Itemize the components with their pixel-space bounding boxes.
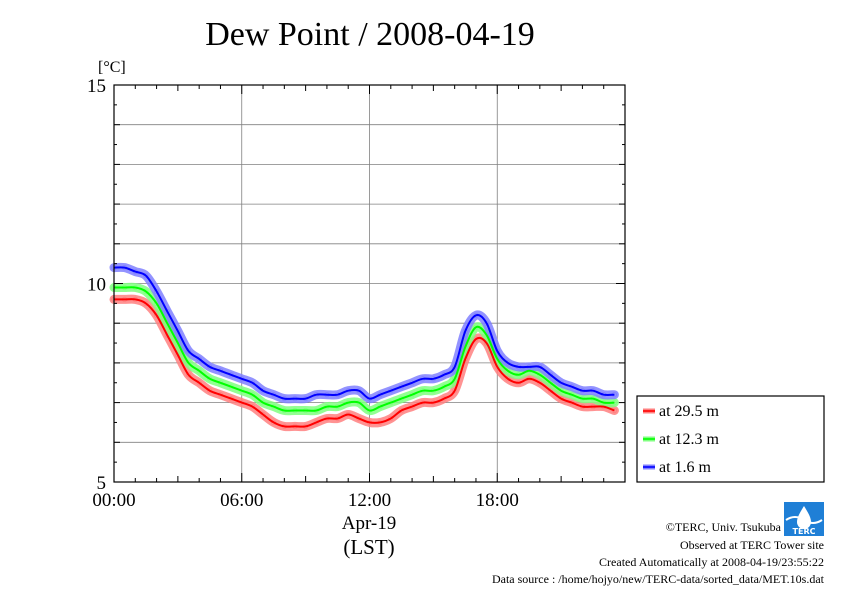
series-point: [143, 300, 149, 306]
x-axis-label: Apr-19: [342, 513, 397, 534]
y-tick-label: 15: [87, 76, 106, 97]
y-tick-label: 5: [97, 473, 107, 494]
data-source-text: Data source : /home/hojyo/new/TERC-data/…: [492, 572, 825, 586]
x-axis-ticks: 00:00 06:00 12:00 18:00: [92, 85, 626, 511]
series-point: [185, 372, 192, 378]
series-point: [143, 288, 149, 294]
series-point: [505, 360, 511, 366]
legend-label: at 1.6 m: [659, 459, 712, 476]
series-point: [185, 348, 192, 354]
series-point: [388, 415, 394, 422]
series-point: [537, 372, 543, 378]
series-line: [113, 298, 615, 428]
legend-box: [636, 395, 825, 483]
y-axis-ticks: 5 10 15: [87, 76, 625, 494]
series-point: [271, 419, 277, 425]
created-text: Created Automatically at 2008-04-19/23:5…: [599, 555, 824, 569]
legend-label: at 29.5 m: [659, 403, 720, 420]
series-point: [483, 320, 490, 326]
chart-title: Dew Point / 2008-04-19: [205, 16, 535, 53]
copyright-text: ©TERC, Univ. Tsukuba: [666, 520, 782, 534]
series-point: [505, 376, 511, 382]
legend-label: at 12.3 m: [659, 431, 720, 448]
y-tick-label: 10: [87, 275, 106, 296]
x-tick-label: 06:00: [220, 490, 263, 511]
series-point: [175, 328, 181, 334]
series-point: [547, 372, 554, 378]
series-point: [547, 380, 554, 386]
series-point: [260, 411, 266, 418]
series-point: [537, 380, 543, 386]
series-point: [143, 272, 149, 279]
series-point: [164, 308, 170, 314]
x-tick-label: 18:00: [476, 490, 519, 511]
x-tick-label: 00:00: [92, 490, 135, 511]
x-tick-label: 12:00: [348, 490, 391, 511]
series-point: [505, 368, 511, 374]
series-point: [196, 380, 202, 386]
data-series: [113, 266, 615, 428]
series-point: [154, 288, 160, 294]
series-line: [114, 286, 615, 412]
logo-text: TERC: [793, 527, 816, 536]
legend: at 29.5 m at 12.3 m at 1.6 m: [643, 403, 720, 476]
series-point: [196, 356, 202, 362]
observed-text: Observed at TERC Tower site: [680, 538, 824, 552]
y-axis-unit: [°C]: [98, 59, 126, 76]
series-line: [113, 266, 615, 400]
series-point: [185, 360, 192, 366]
x-axis-sublabel: (LST): [343, 535, 394, 559]
series-point: [473, 336, 479, 342]
series-point: [196, 368, 202, 374]
terc-logo-icon: TERC: [784, 502, 824, 536]
